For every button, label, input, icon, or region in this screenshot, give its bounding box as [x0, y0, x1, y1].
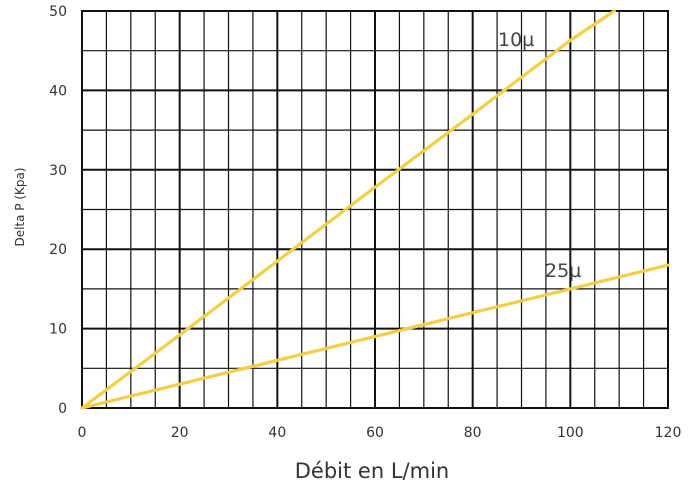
- series-line-25: [80, 263, 670, 410]
- x-tick-label: 80: [464, 425, 482, 441]
- x-tick-label: 100: [557, 425, 584, 441]
- x-tick-label: 0: [78, 425, 87, 441]
- y-tick-label: 0: [58, 401, 67, 417]
- y-tick-label: 30: [49, 163, 67, 179]
- tick-labels: 0 20 40 60 80 100 120 0 10 20 30 40 50: [49, 4, 681, 441]
- y-tick-label: 10: [49, 322, 67, 338]
- plot-frame: [81, 10, 669, 409]
- y-tick-label: 40: [49, 83, 67, 99]
- x-tick-label: 120: [655, 425, 682, 441]
- x-tick-label: 20: [171, 425, 189, 441]
- x-tick-label: 40: [268, 425, 286, 441]
- grid: [81, 10, 669, 409]
- series-lines: [80, 9, 670, 410]
- series-label-10: 10µ: [498, 29, 534, 51]
- x-tick-label: 60: [366, 425, 384, 441]
- y-tick-label: 20: [49, 242, 67, 258]
- y-tick-label: 50: [49, 4, 67, 20]
- x-axis-title: Débit en L/min: [295, 459, 449, 483]
- series-line-10: [80, 9, 616, 410]
- y-axis-title: Delta P (Kpa): [13, 167, 27, 246]
- series-label-25: 25µ: [545, 260, 581, 282]
